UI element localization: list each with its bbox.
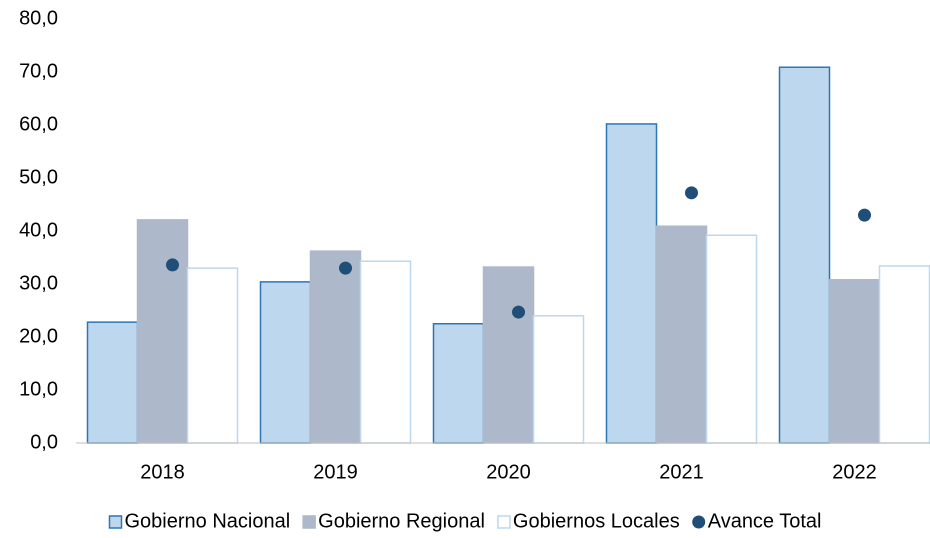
x-tick-label: 2018 [140, 461, 185, 483]
bar [309, 250, 362, 444]
x-tick-label: 2021 [659, 461, 704, 483]
dot [858, 208, 871, 222]
x-tick-label: 2022 [832, 461, 877, 483]
y-tick-label: 60,0 [19, 113, 58, 135]
bar [86, 321, 139, 444]
dot [339, 261, 352, 275]
y-tick-label: 30,0 [19, 272, 58, 294]
y-tick-label: 40,0 [19, 219, 58, 241]
bar [259, 281, 312, 444]
bar [605, 123, 658, 444]
dot [166, 258, 179, 272]
legend-marker [108, 515, 123, 529]
bar [359, 260, 412, 444]
y-tick-label: 70,0 [19, 60, 58, 82]
bar [655, 225, 708, 444]
legend-label: Avance Total [708, 510, 822, 532]
bar [432, 323, 485, 444]
legend-marker [302, 515, 316, 529]
y-tick-label: 20,0 [19, 325, 58, 347]
y-tick-label: 10,0 [19, 378, 58, 400]
bar [705, 234, 758, 444]
bar [778, 66, 831, 444]
legend-label: Gobierno Nacional [124, 510, 290, 532]
bar [136, 219, 189, 444]
legend-marker [497, 515, 511, 529]
x-tick-label: 2020 [486, 461, 531, 483]
bar [482, 266, 535, 444]
y-tick-label: 0,0 [30, 431, 58, 453]
bar [532, 315, 585, 444]
dot [512, 305, 525, 319]
legend: Gobierno Nacional Gobierno Regional Gobier… [108, 510, 822, 532]
bar [878, 265, 930, 444]
bar [828, 279, 881, 444]
legend-label: Gobierno Regional [318, 510, 485, 532]
legend-label: Gobiernos Locales [513, 510, 680, 532]
dot [685, 186, 698, 200]
bar [186, 267, 239, 444]
y-tick-label: 50,0 [19, 166, 58, 188]
legend-marker [692, 515, 706, 529]
x-tick-label: 2019 [313, 461, 358, 483]
y-tick-label: 80,0 [19, 7, 58, 29]
